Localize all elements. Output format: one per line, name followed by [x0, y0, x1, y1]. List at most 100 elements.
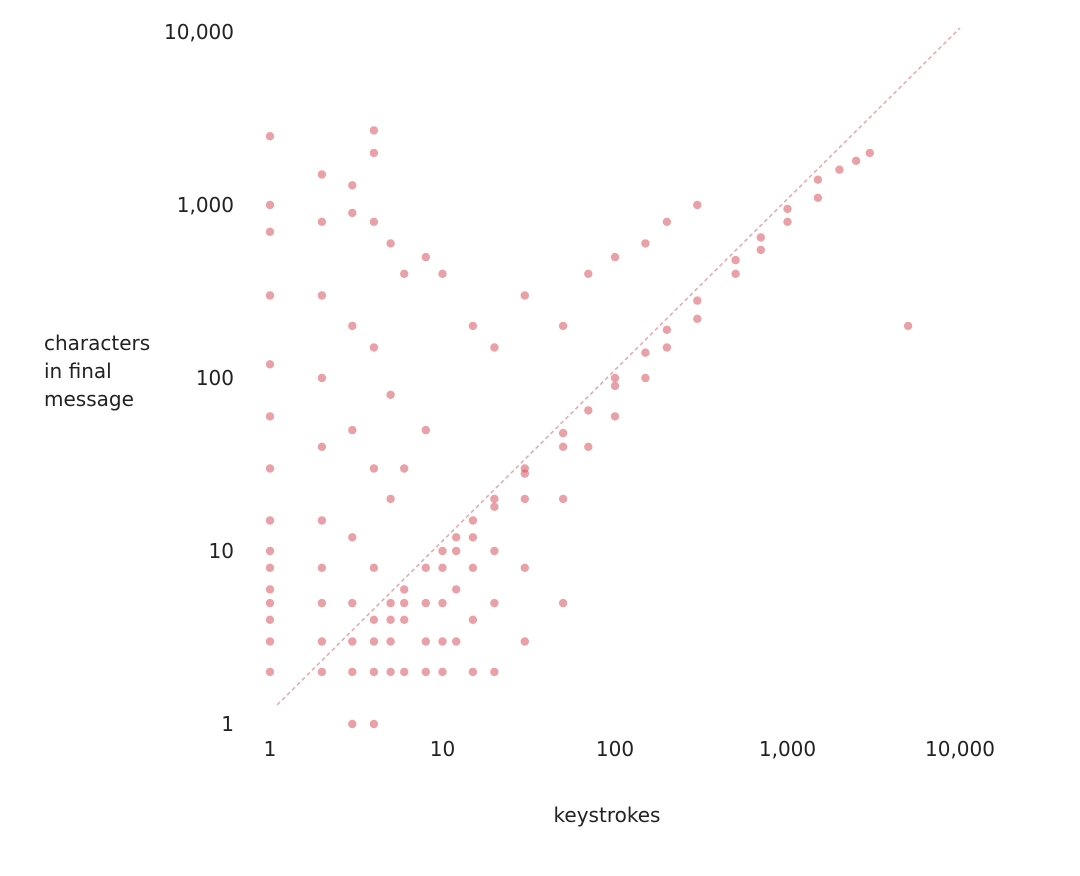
data-point — [851, 156, 861, 165]
data-point — [783, 217, 792, 226]
data-point — [558, 494, 568, 504]
data-point — [265, 360, 275, 369]
data-point — [641, 373, 650, 383]
data-point — [265, 464, 275, 473]
data-point — [693, 314, 702, 323]
data-point — [265, 132, 275, 141]
data-point — [400, 464, 409, 473]
data-point — [400, 269, 409, 278]
data-point — [610, 412, 620, 421]
data-point — [452, 585, 461, 594]
y-axis-title-line: characters — [44, 331, 150, 355]
data-point — [265, 667, 275, 677]
data-point — [317, 637, 327, 646]
data-point — [490, 494, 499, 504]
data-point — [265, 546, 275, 556]
data-point — [369, 343, 379, 352]
data-point — [641, 348, 650, 357]
data-point — [468, 533, 478, 542]
data-point — [490, 546, 499, 556]
data-point — [813, 193, 823, 202]
data-point — [386, 239, 395, 248]
data-point — [693, 200, 702, 210]
data-point — [348, 208, 357, 218]
data-point — [558, 442, 568, 451]
data-point — [348, 598, 357, 608]
data-point — [558, 598, 568, 608]
y-tick-label: 10,000 — [164, 20, 234, 44]
data-point — [400, 667, 409, 677]
data-point — [756, 245, 765, 255]
data-point — [317, 170, 327, 179]
x-tick-label: 1 — [264, 737, 277, 761]
data-point — [438, 598, 447, 608]
data-point — [348, 321, 357, 331]
data-point — [421, 637, 430, 646]
data-point — [641, 239, 650, 248]
data-point — [662, 343, 672, 352]
data-point — [369, 217, 379, 226]
data-point — [265, 516, 275, 525]
data-point — [386, 615, 395, 624]
data-point — [317, 373, 327, 383]
data-point — [421, 425, 430, 435]
data-point — [369, 719, 379, 729]
data-point — [693, 296, 702, 305]
data-point — [520, 464, 529, 473]
data-point — [265, 291, 275, 300]
data-point — [400, 585, 409, 594]
data-point — [520, 637, 529, 646]
y-axis-title: characters in final message — [44, 331, 150, 411]
data-point — [584, 442, 593, 451]
data-point — [317, 442, 327, 451]
data-point — [317, 563, 327, 572]
data-point — [400, 598, 409, 608]
data-point — [348, 637, 357, 646]
data-point — [317, 667, 327, 677]
x-tick-label: 100 — [596, 737, 634, 761]
data-point — [317, 291, 327, 300]
y-axis-title-line: in final — [44, 359, 112, 383]
data-point — [265, 200, 275, 210]
data-point — [265, 615, 275, 624]
points-layer — [265, 126, 913, 729]
y-axis-title-line: message — [44, 387, 134, 411]
data-point — [369, 563, 379, 572]
data-point — [610, 373, 620, 383]
data-point — [265, 637, 275, 646]
data-point — [369, 667, 379, 677]
data-point — [348, 533, 357, 542]
data-point — [265, 563, 275, 572]
data-point — [421, 598, 430, 608]
data-point — [369, 464, 379, 473]
data-point — [369, 126, 379, 135]
data-point — [369, 615, 379, 624]
data-point — [558, 428, 568, 438]
data-point — [438, 269, 447, 278]
data-point — [520, 291, 529, 300]
y-axis-tick-labels: 1 10 100 1,000 10,000 — [164, 20, 234, 736]
data-point — [610, 252, 620, 262]
x-tick-label: 10 — [430, 737, 455, 761]
data-point — [348, 425, 357, 435]
data-point — [903, 321, 913, 331]
data-point — [421, 563, 430, 572]
data-point — [468, 516, 478, 525]
data-point — [468, 321, 478, 331]
data-point — [756, 233, 765, 242]
data-point — [317, 598, 327, 608]
data-point — [317, 516, 327, 525]
data-point — [490, 343, 499, 352]
reference-line-y-equals-x — [276, 27, 961, 706]
y-tick-label: 1 — [221, 712, 234, 736]
data-point — [468, 615, 478, 624]
data-point — [386, 637, 395, 646]
data-point — [584, 406, 593, 415]
data-point — [520, 494, 529, 504]
data-point — [490, 502, 499, 511]
data-point — [468, 563, 478, 572]
data-point — [369, 148, 379, 158]
x-axis-tick-labels: 1 10 100 1,000 10,000 — [264, 737, 995, 761]
x-tick-label: 1,000 — [759, 737, 816, 761]
